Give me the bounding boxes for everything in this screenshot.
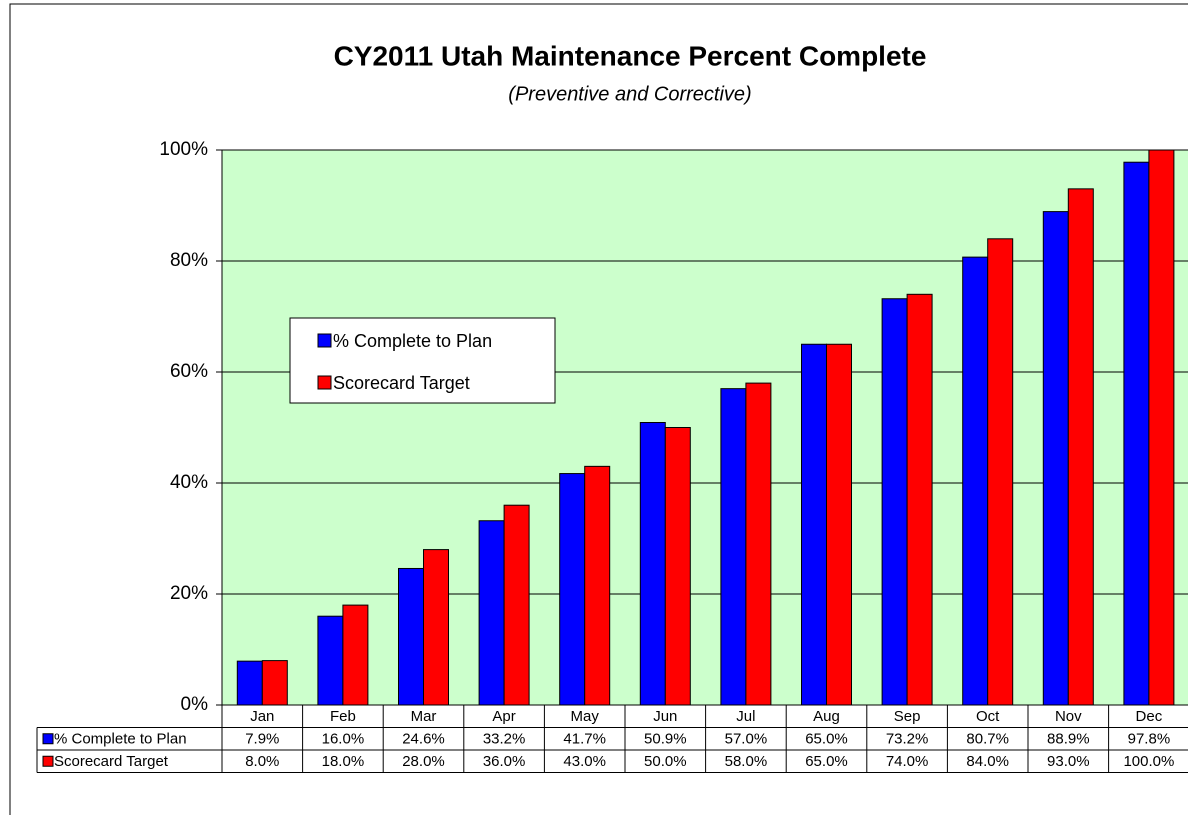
chart-title: CY2011 Utah Maintenance Percent Complete bbox=[334, 40, 927, 71]
table-cell: 33.2% bbox=[483, 731, 526, 748]
table-cell: 58.0% bbox=[725, 753, 768, 770]
bar bbox=[503, 504, 530, 706]
table-cell: 43.0% bbox=[563, 753, 606, 770]
y-tick-label: 0% bbox=[181, 694, 209, 715]
bar bbox=[639, 422, 666, 706]
table-cell: 36.0% bbox=[483, 753, 526, 770]
bar bbox=[559, 473, 586, 706]
table-cell: 88.9% bbox=[1047, 731, 1090, 748]
bar bbox=[962, 256, 989, 706]
x-tick-label: Sep bbox=[894, 708, 921, 725]
table-cell: 8.0% bbox=[245, 753, 279, 770]
bar bbox=[1148, 149, 1175, 706]
bar bbox=[423, 549, 449, 706]
table-cell: 18.0% bbox=[322, 753, 365, 770]
plot-area bbox=[221, 149, 1188, 706]
table-cell: 65.0% bbox=[805, 731, 848, 748]
bar bbox=[261, 660, 288, 706]
bar bbox=[584, 465, 611, 706]
bar bbox=[906, 293, 933, 706]
table-cell: 93.0% bbox=[1047, 753, 1090, 770]
x-tick-label: Apr bbox=[492, 708, 515, 725]
bar bbox=[745, 382, 772, 706]
legend-key bbox=[317, 375, 332, 390]
table-cell: 73.2% bbox=[886, 731, 929, 748]
table-cell: 74.0% bbox=[886, 753, 929, 770]
table-cell: 50.0% bbox=[644, 753, 687, 770]
table-cell: 57.0% bbox=[725, 731, 768, 748]
chart-subtitle: (Preventive and Corrective) bbox=[508, 83, 751, 105]
x-tick-label: Nov bbox=[1055, 708, 1082, 725]
legend-label: Scorecard Target bbox=[333, 373, 470, 393]
y-tick-label: 100% bbox=[159, 139, 208, 160]
bar bbox=[664, 427, 691, 706]
bar bbox=[881, 298, 908, 706]
x-tick-label: Jan bbox=[250, 708, 274, 725]
table-row-label: % Complete to Plan bbox=[54, 731, 187, 748]
table-cell: 100.0% bbox=[1123, 753, 1174, 770]
table-legend-key bbox=[42, 733, 54, 745]
table-cell: 65.0% bbox=[805, 753, 848, 770]
legend-label: % Complete to Plan bbox=[333, 331, 492, 351]
table-cell: 16.0% bbox=[322, 731, 365, 748]
x-tick-label: May bbox=[571, 708, 600, 725]
x-tick-label: Oct bbox=[976, 708, 1000, 725]
table-cell: 84.0% bbox=[966, 753, 1009, 770]
bar bbox=[236, 660, 263, 706]
x-tick-label: Feb bbox=[330, 708, 356, 725]
bar bbox=[398, 567, 424, 706]
bar bbox=[1067, 188, 1094, 706]
y-tick-label: 80% bbox=[170, 250, 208, 271]
bar bbox=[1042, 211, 1069, 706]
table-legend-key bbox=[42, 755, 54, 767]
x-tick-label: Jul bbox=[736, 708, 755, 725]
bar bbox=[987, 238, 1014, 706]
x-tick-label: Aug bbox=[813, 708, 840, 725]
table-cell: 50.9% bbox=[644, 731, 687, 748]
table-cell: 97.8% bbox=[1128, 731, 1171, 748]
table-cell: 28.0% bbox=[402, 753, 445, 770]
table-cell: 24.6% bbox=[402, 731, 445, 748]
y-tick-label: 40% bbox=[170, 472, 208, 493]
y-tick-label: 60% bbox=[170, 361, 208, 382]
legend-key bbox=[317, 333, 332, 348]
table-cell: 7.9% bbox=[245, 731, 279, 748]
legend bbox=[289, 317, 556, 404]
table-row-label: Scorecard Target bbox=[54, 753, 169, 770]
table-cell: 80.7% bbox=[966, 731, 1009, 748]
bar bbox=[720, 388, 747, 706]
bar bbox=[1123, 161, 1150, 706]
bar bbox=[317, 615, 344, 706]
bar bbox=[826, 343, 852, 706]
y-tick-label: 20% bbox=[170, 583, 208, 604]
x-tick-label: Dec bbox=[1136, 708, 1163, 725]
bar bbox=[801, 343, 827, 706]
x-tick-label: Mar bbox=[411, 708, 437, 725]
bar bbox=[342, 604, 369, 706]
bar bbox=[478, 520, 505, 706]
x-tick-label: Jun bbox=[653, 708, 677, 725]
table-cell: 41.7% bbox=[563, 731, 606, 748]
